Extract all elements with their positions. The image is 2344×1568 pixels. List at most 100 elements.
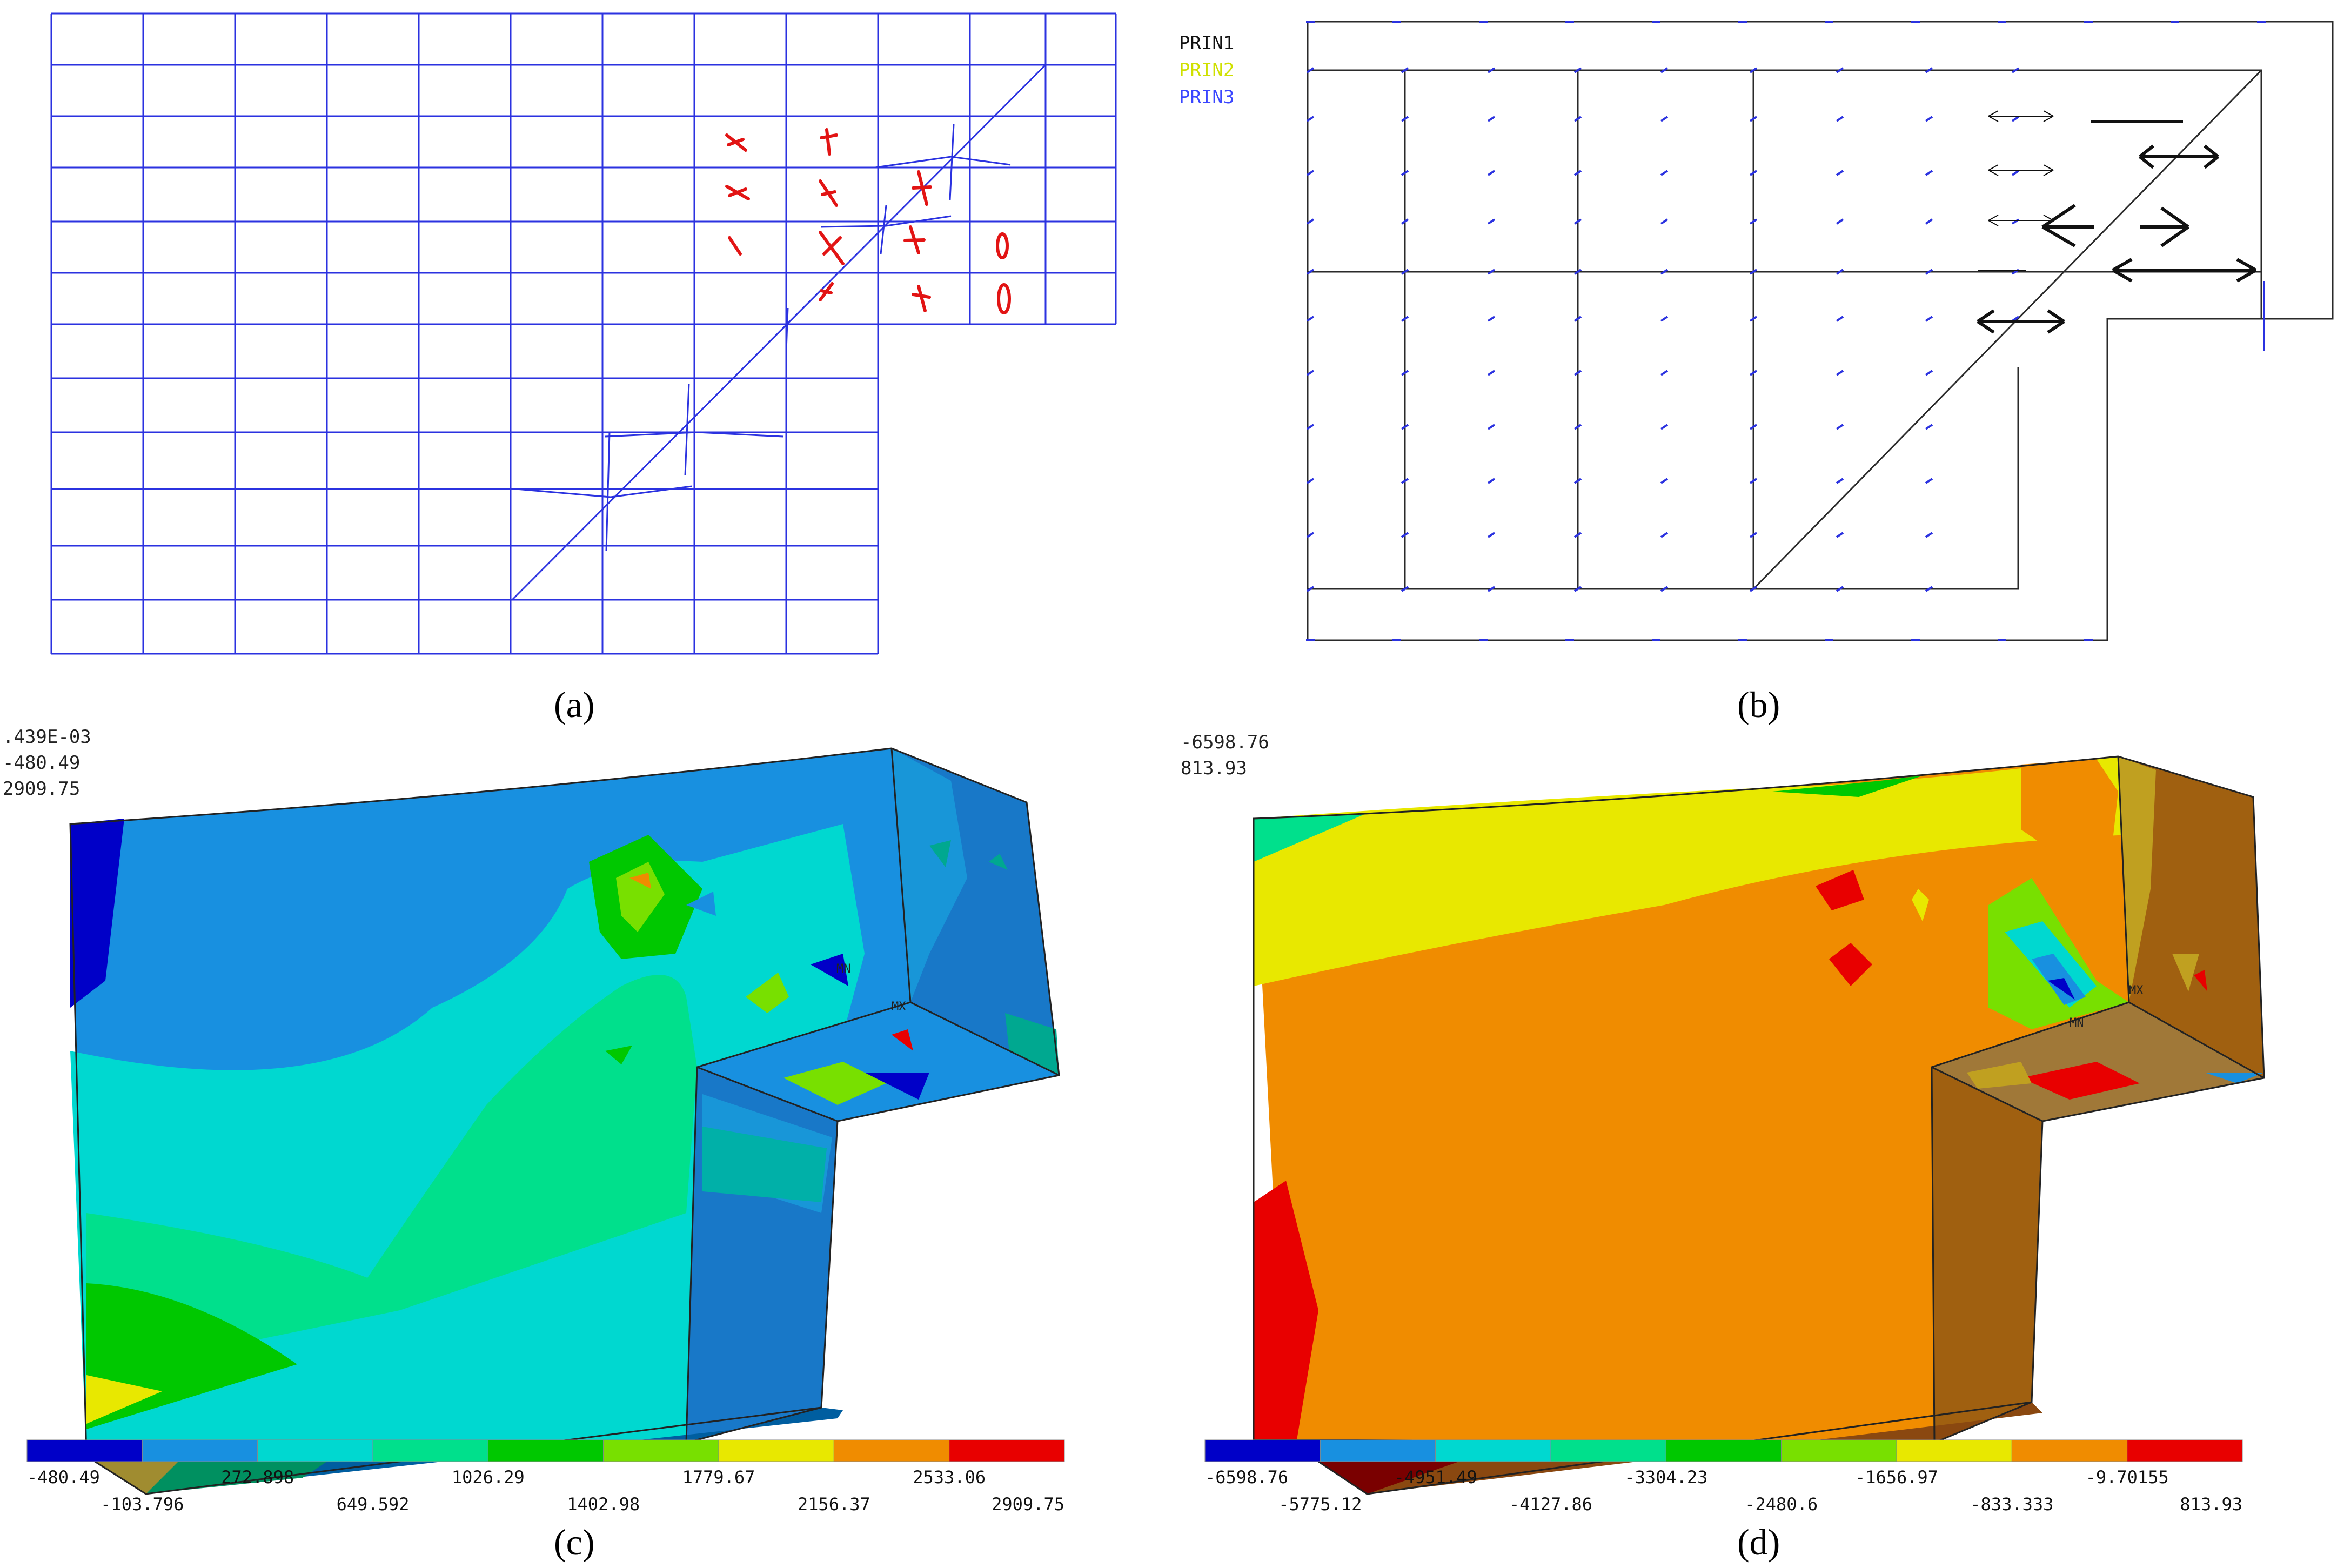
panel-d-mn-label: MN	[2070, 1016, 2084, 1030]
vector-glyph	[1487, 316, 1496, 322]
colorbar-segment	[2127, 1439, 2243, 1462]
vector-glyph	[1749, 586, 1758, 592]
vector-glyph	[1401, 170, 1409, 176]
caption-b: (b)	[1737, 684, 1780, 725]
colorbar-segment	[372, 1439, 488, 1462]
colorbar-segment	[603, 1439, 719, 1462]
vector-glyph	[1836, 586, 1844, 592]
vector-glyph	[2011, 67, 2020, 73]
colorbar-tick-label: -2480.6	[1745, 1494, 1818, 1515]
vector-glyph	[1487, 116, 1496, 122]
vector-glyph	[1836, 478, 1844, 484]
vector-glyph	[1925, 67, 1933, 73]
colorbar-tick-label: 1779.67	[682, 1467, 755, 1487]
vector-glyph	[1306, 424, 1315, 430]
vector-glyph	[1401, 116, 1409, 122]
panel-c-corner-line-1: .439E-03	[3, 727, 91, 748]
vector-glyph	[1573, 370, 1582, 376]
vector-glyph	[1660, 316, 1669, 322]
vector-glyph	[1306, 170, 1315, 176]
panel-d-front-face	[1254, 756, 2129, 1443]
colorbar-tick-label: -4127.86	[1509, 1494, 1592, 1515]
panel-c-colorbar: -480.49-103.796 272.898 649.592 1026.29 1402…	[26, 1439, 1065, 1515]
panel-d-corner-line-2: 813.93	[1181, 758, 1247, 779]
panel-c-mx-label: MX	[892, 1000, 906, 1014]
panel-d-step-side	[1932, 1067, 2042, 1443]
caption-c: (c)	[554, 1522, 595, 1563]
large-stress-arrows	[1977, 120, 2257, 334]
vector-glyph	[1660, 478, 1669, 484]
vector-glyph	[1573, 67, 1582, 73]
colorbar-segment	[26, 1439, 143, 1462]
colorbar-tick-label: -3304.23	[1624, 1467, 1707, 1487]
vector-glyph	[1925, 218, 1933, 225]
colorbar-tick-label: 272.898	[221, 1467, 294, 1487]
vector-glyph	[1573, 116, 1582, 122]
colorbar-tick-label: -6598.76	[1205, 1467, 1288, 1487]
colorbar-tick-label: -833.333	[1970, 1494, 2053, 1515]
vector-glyph	[1306, 67, 1315, 73]
vector-glyph	[1487, 532, 1496, 538]
vector-glyph	[1306, 478, 1315, 484]
colorbar-tick-label: -103.796	[101, 1494, 184, 1515]
panel-d: MN MX -6598.76 813.93 -6598.76 -5775.12 -4…	[1178, 727, 2344, 1516]
vector-glyph	[1749, 316, 1758, 322]
vector-glyph	[1401, 67, 1409, 73]
vector-glyph	[1401, 478, 1409, 484]
vector-glyph	[1836, 67, 1844, 73]
vector-glyph	[1401, 316, 1409, 322]
legend-prin2: PRIN2	[1179, 59, 1235, 81]
vector-glyph	[1401, 586, 1409, 592]
panel-d-colorbar: -6598.76 -5775.12 -4951.49 -4127.86 -3304.23…	[1204, 1439, 2243, 1515]
vector-glyph	[1660, 269, 1669, 275]
colorbar-segment	[487, 1439, 604, 1462]
vector-glyph	[1749, 478, 1758, 484]
small-stress-arrows	[1978, 110, 2054, 271]
colorbar-segment	[1435, 1439, 1551, 1462]
caption-d: (d)	[1737, 1522, 1780, 1563]
colorbar-tick-label: -9.70155	[2086, 1467, 2169, 1487]
vector-glyph	[1487, 478, 1496, 484]
vector-glyph	[1487, 170, 1496, 176]
vector-glyph	[1487, 218, 1496, 225]
vector-glyph	[1660, 218, 1669, 225]
vector-glyph	[1925, 424, 1933, 430]
colorbar-tick-label: 2156.37	[798, 1494, 870, 1515]
vector-glyph	[1660, 67, 1669, 73]
vector-glyph	[1749, 370, 1758, 376]
panel-c-mn-label: MN	[836, 962, 851, 976]
colorbar-segment	[2011, 1439, 2128, 1462]
panel-d-corner-line-1: -6598.76	[1181, 732, 1269, 753]
colorbar-tick-label: 2533.06	[913, 1467, 986, 1487]
panel-c-contour-plot: MN MX .439E-03 -480.49 2909.75 -480.49-1…	[3, 727, 1065, 1515]
vector-glyph	[1749, 532, 1758, 538]
vector-glyph	[1749, 170, 1758, 176]
vector-glyph	[1660, 116, 1669, 122]
legend-prin1: PRIN1	[1179, 32, 1235, 54]
panel-a	[0, 0, 1172, 670]
colorbar-tick-label: 813.93	[2180, 1494, 2242, 1515]
vector-glyph	[1306, 370, 1315, 376]
vector-glyph	[1573, 269, 1582, 275]
colorbar-segment	[718, 1439, 834, 1462]
vector-glyph	[1925, 316, 1933, 322]
colorbar-tick-label: -4951.49	[1394, 1467, 1477, 1487]
colorbar-tick-label: 2909.75	[992, 1494, 1064, 1515]
panel-d-right-face	[2118, 756, 2264, 1078]
colorbar-tick-label: 1402.98	[567, 1494, 640, 1515]
vector-glyph	[1925, 116, 1933, 122]
vector-glyph	[1749, 67, 1758, 73]
vector-glyph	[1573, 478, 1582, 484]
vector-glyph	[1487, 67, 1496, 73]
vector-glyph	[1660, 170, 1669, 176]
vector-glyph	[1306, 269, 1315, 275]
panel-d-contour-plot: MN MX -6598.76 813.93 -6598.76 -5775.12 -4…	[1181, 732, 2265, 1515]
vector-glyph	[1925, 370, 1933, 376]
vector-glyph	[1573, 586, 1582, 592]
colorbar-tick-label: 1026.29	[452, 1467, 525, 1487]
vector-glyph	[2011, 116, 2020, 122]
vector-glyph	[1573, 170, 1582, 176]
vector-glyph	[1660, 370, 1669, 376]
vector-glyph	[1836, 532, 1844, 538]
colorbar-segment	[1781, 1439, 1897, 1462]
